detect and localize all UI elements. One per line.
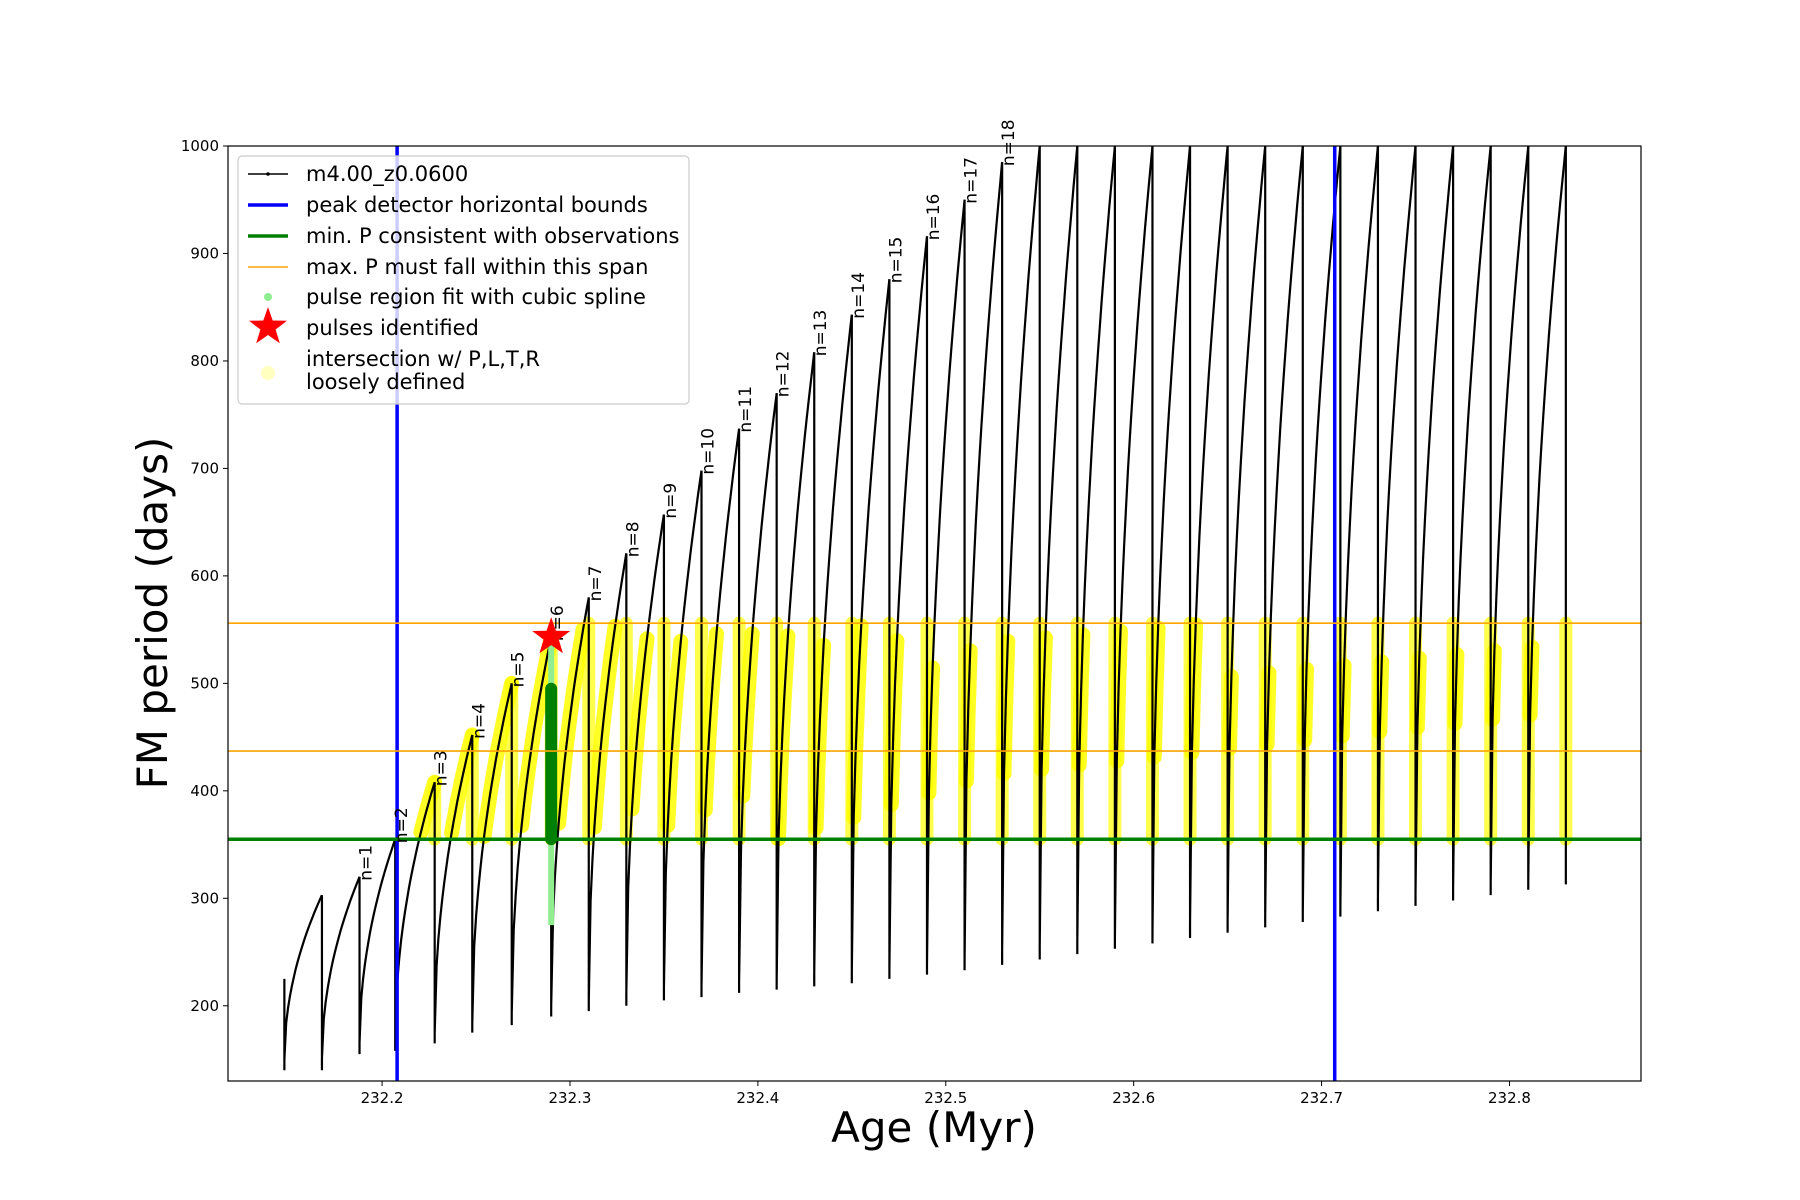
track-pulse-9: [587, 553, 628, 1012]
track-pulse-7: [510, 636, 553, 1026]
reference-lines: [228, 146, 1641, 1081]
y-tick-label-7: 800: [190, 352, 219, 370]
pulse-star-icon: [532, 617, 571, 654]
legend-item-track: m4.00_z0.0600: [248, 162, 468, 187]
y-tick-label-8: 900: [190, 244, 219, 262]
x-axis-label: Age (Myr): [831, 1103, 1037, 1152]
legend-item-pulses: pulses identified: [249, 307, 479, 344]
pulse-label-11: n=11: [736, 386, 756, 433]
pulse-label-4: n=4: [469, 703, 489, 739]
identified-pulses: [532, 617, 571, 654]
track-pulse-21: [1038, 146, 1079, 960]
track-pulse-25: [1188, 146, 1229, 939]
pulse-label-10: n=10: [699, 428, 719, 475]
pulse-label-12: n=12: [774, 351, 794, 398]
pulse-label-13: n=13: [811, 310, 831, 357]
pulse-label-7: n=7: [586, 566, 606, 602]
x-tick-label-6: 232.7: [1300, 1089, 1343, 1107]
svg-text:max. P must fall within this s: max. P must fall within this span: [306, 255, 648, 279]
y-tick-label-3: 400: [190, 782, 219, 800]
track-pulse-13: [737, 393, 778, 993]
x-axis-ticks: 232.2 232.3 232.4 232.5 232.6 232.7 232.8: [361, 1081, 1531, 1107]
star-icon: [249, 307, 287, 344]
y-tick-label-6: 700: [190, 459, 219, 477]
track-pulse-33: [1489, 146, 1530, 896]
track-pulse-1: [283, 894, 323, 1071]
pulse-label-15: n=15: [886, 237, 906, 284]
x-tick-label-5: 232.6: [1112, 1089, 1155, 1107]
x-tick-label-4: 232.5: [924, 1089, 967, 1107]
legend-item-spline: pulse region fit with cubic spline: [264, 285, 646, 309]
track-pulse-10: [625, 514, 665, 1006]
svg-text:peak detector horizontal bound: peak detector horizontal bounds: [306, 193, 648, 217]
track-pulse-16: [850, 279, 891, 984]
legend-item-min-period: min. P consistent with observations: [248, 224, 679, 248]
pulse-labels: n=1n=2n=3n=4n=5n=6n=7n=8n=9n=10n=11n=12n…: [357, 119, 1020, 880]
svg-text:pulse region fit with cubic sp: pulse region fit with cubic spline: [306, 285, 646, 309]
legend: m4.00_z0.0600 peak detector horizontal b…: [237, 155, 690, 405]
track-pulse-23: [1113, 146, 1154, 949]
pulse-label-5: n=5: [509, 652, 529, 688]
y-tick-label-9: 1000: [181, 137, 219, 155]
pulse-label-2: n=2: [392, 807, 412, 843]
track-pulse-5: [433, 734, 474, 1044]
pulse-label-3: n=3: [432, 750, 452, 786]
track-pulse-18: [925, 199, 966, 975]
track-pulse-32: [1452, 146, 1492, 901]
y-axis-ticks: 200 300 400 500 600 700 800 900 1000: [181, 137, 228, 1015]
y-axis-label: FM period (days): [128, 437, 177, 790]
track-pulse-11: [662, 470, 703, 1001]
x-tick-label-1: 232.2: [361, 1089, 404, 1107]
pulse-label-18: n=18: [999, 119, 1019, 166]
legend-item-bounds: peak detector horizontal bounds: [248, 193, 648, 217]
svg-text:m4.00_z0.0600: m4.00_z0.0600: [306, 162, 468, 187]
plot-frame: [227, 145, 1642, 1082]
svg-text:loosely defined: loosely defined: [306, 370, 465, 394]
pulse-label-1: n=1: [357, 845, 377, 881]
track-pulse-34: [1527, 146, 1567, 890]
track-pulse-14: [775, 352, 816, 990]
x-tick-label-2: 232.3: [548, 1089, 591, 1107]
track-pulse-22: [1076, 146, 1116, 955]
svg-text:intersection w/ P,L,T,R: intersection w/ P,L,T,R: [306, 347, 540, 371]
legend-item-max-period: max. P must fall within this span: [248, 255, 648, 279]
y-tick-label-1: 200: [190, 997, 219, 1015]
y-tick-label-5: 600: [190, 567, 219, 585]
pulse-label-9: n=9: [661, 483, 681, 519]
track-pulse-17: [888, 236, 929, 979]
svg-text:pulses identified: pulses identified: [306, 316, 479, 340]
pulse-label-8: n=8: [623, 521, 643, 557]
track-pulse-15: [813, 314, 853, 987]
track-pulse-27: [1264, 146, 1304, 928]
x-tick-label-7: 232.8: [1488, 1089, 1531, 1107]
track-pulse-29: [1339, 146, 1379, 917]
legend-box: [237, 155, 690, 405]
y-tick-label-2: 300: [190, 889, 219, 907]
pulse-label-17: n=17: [962, 157, 982, 204]
track-pulse-20: [1000, 146, 1041, 965]
track-pulse-4: [394, 781, 436, 1051]
plot-area: [228, 146, 1641, 1081]
pulse-label-14: n=14: [849, 272, 869, 319]
track-pulse-19: [963, 162, 1004, 971]
x-tick-label-3: 232.4: [736, 1089, 779, 1107]
track-pulse-12: [700, 428, 741, 998]
evolution-track: [283, 146, 1567, 1071]
pulse-label-16: n=16: [924, 194, 944, 241]
track-pulse-2: [320, 876, 361, 1071]
track-pulse-31: [1414, 146, 1455, 906]
track-pulse-3: [358, 838, 397, 1055]
svg-text:min. P consistent with observa: min. P consistent with observations: [306, 224, 679, 248]
track-pulse-24: [1151, 146, 1192, 944]
y-tick-label-4: 500: [190, 674, 219, 692]
legend-item-intersection: intersection w/ P,L,T,R loosely defined: [261, 347, 540, 394]
track-pulse-6: [471, 683, 513, 1033]
track-pulse-30: [1376, 146, 1417, 912]
track-pulse-26: [1226, 146, 1267, 933]
